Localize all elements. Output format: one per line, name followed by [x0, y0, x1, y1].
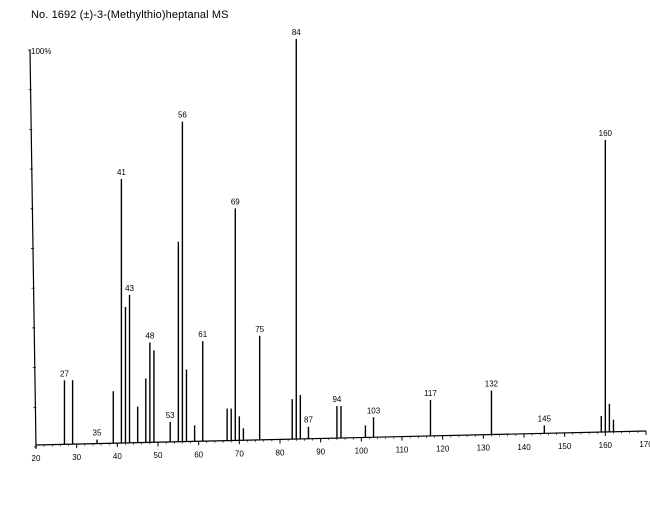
axes: 100%: [28, 47, 647, 448]
x-tick-label: 60: [194, 450, 203, 459]
peak-label: 103: [367, 406, 381, 415]
chart-title: No. 1692 (±)-3-(Methylthio)heptanal MS: [31, 9, 229, 21]
x-tick-label: 50: [154, 451, 163, 460]
peak-label: 27: [60, 369, 69, 378]
x-tick-label: 80: [276, 448, 285, 457]
peak-label: 94: [332, 395, 341, 404]
x-axis-ticks: 20 30 40 50 60 70 80 90 100 110 120 130 140 150 160 170: [32, 431, 650, 463]
peak-label: 87: [304, 416, 313, 425]
x-tick-label: 70: [235, 449, 244, 458]
peak-label: 145: [538, 414, 552, 423]
peak-label: 84: [292, 28, 301, 37]
x-tick-label: 90: [316, 447, 325, 456]
peak-labels: 27 35 41 43 48 53 56 61 69 75 84 87 94 103 117 132 145 16…: [60, 28, 613, 438]
peak-label: 69: [231, 197, 240, 206]
x-tick-label: 40: [113, 452, 122, 461]
x-tick-label: 120: [436, 445, 450, 454]
peak-label: 53: [166, 411, 175, 420]
x-tick-label: 170: [639, 440, 650, 449]
x-tick-label: 100: [355, 447, 369, 456]
x-tick-label: 30: [72, 453, 81, 462]
peak-label: 56: [178, 111, 187, 120]
x-tick-label: 110: [396, 446, 409, 455]
peak-label: 132: [485, 380, 499, 389]
peak-label: 43: [125, 284, 134, 293]
peak-label: 35: [93, 429, 102, 438]
x-tick-label: 20: [32, 454, 41, 463]
x-tick-label: 140: [517, 443, 531, 452]
peak-label: 48: [145, 331, 154, 340]
peak-label: 75: [255, 325, 264, 334]
y-axis-max-label: 100%: [31, 47, 51, 56]
peak-bars: [63, 39, 615, 445]
peak-label: 160: [599, 129, 613, 138]
x-tick-label: 160: [599, 441, 613, 450]
x-tick-label: 150: [558, 442, 572, 451]
peak-label: 61: [198, 330, 207, 339]
peak-label: 117: [424, 389, 437, 398]
peak-label: 41: [117, 168, 126, 177]
x-tick-label: 130: [477, 444, 491, 453]
